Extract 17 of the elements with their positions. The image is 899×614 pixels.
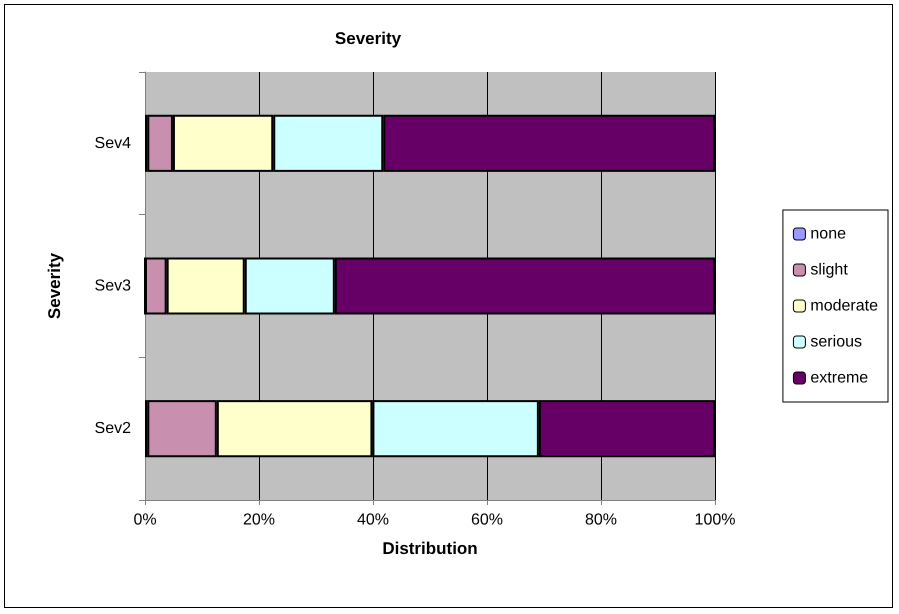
x-tick-label: 80% (584, 512, 618, 528)
y-tick-label: Sev3 (94, 278, 132, 294)
legend-label: moderate (810, 298, 878, 314)
legend-label: slight (810, 262, 848, 278)
x-axis-title: Distribution (382, 539, 478, 558)
legend-label: extreme (810, 370, 868, 386)
x-tick-label: 0% (133, 512, 157, 528)
y-axis-title: Severity (45, 252, 64, 320)
x-tick-label: 20% (242, 512, 276, 528)
x-tick-label: 40% (356, 512, 390, 528)
x-tick-label: 60% (470, 512, 504, 528)
y-tick-label: Sev2 (94, 420, 132, 438)
legend-label: serious (810, 334, 862, 350)
chart-title: Severity (334, 29, 402, 48)
y-tick-label: Sev4 (94, 134, 132, 152)
legend-label: none (810, 226, 846, 242)
x-tick-label: 100% (694, 512, 736, 528)
